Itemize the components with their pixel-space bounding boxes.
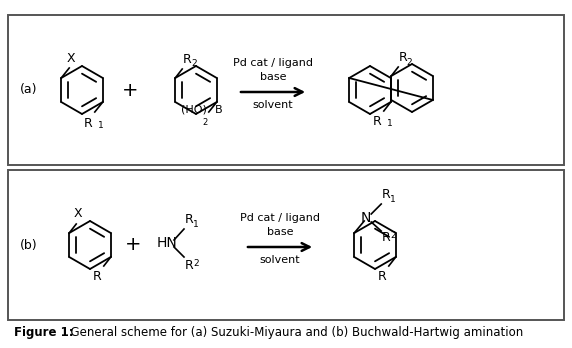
Text: 2: 2 xyxy=(203,118,208,127)
Text: base: base xyxy=(260,72,286,82)
Text: R: R xyxy=(185,259,194,272)
Text: R: R xyxy=(382,188,391,201)
Text: 1: 1 xyxy=(387,119,392,128)
Text: R: R xyxy=(183,53,192,66)
Text: HN: HN xyxy=(157,236,178,250)
Text: 1: 1 xyxy=(193,220,198,229)
Text: R: R xyxy=(185,213,194,226)
Text: General scheme for (a) Suzuki-Miyaura and (b) Buchwald-Hartwig amination: General scheme for (a) Suzuki-Miyaura an… xyxy=(63,326,523,339)
Bar xyxy=(8,170,564,320)
Text: B: B xyxy=(214,105,223,115)
Text: R: R xyxy=(93,270,102,283)
Bar xyxy=(8,15,564,165)
Text: R: R xyxy=(84,117,93,130)
Text: +: + xyxy=(125,236,141,254)
Text: R: R xyxy=(373,115,382,128)
Text: N: N xyxy=(361,211,371,225)
Text: 1: 1 xyxy=(98,121,104,130)
Text: Pd cat / ligand: Pd cat / ligand xyxy=(240,213,320,223)
Text: R: R xyxy=(382,231,391,244)
Text: (a): (a) xyxy=(20,84,38,96)
Text: (HO): (HO) xyxy=(181,105,207,115)
Text: 2: 2 xyxy=(406,58,412,67)
Text: solvent: solvent xyxy=(253,100,293,110)
Text: X: X xyxy=(67,52,76,65)
Text: X: X xyxy=(74,207,82,220)
Text: Figure 1:: Figure 1: xyxy=(14,326,74,339)
Text: 2: 2 xyxy=(390,231,396,240)
Text: R: R xyxy=(378,270,387,283)
Text: R: R xyxy=(399,51,408,64)
Text: 1: 1 xyxy=(390,195,396,204)
Text: solvent: solvent xyxy=(260,255,300,265)
Text: 2: 2 xyxy=(191,59,197,68)
Text: Pd cat / ligand: Pd cat / ligand xyxy=(233,58,313,68)
Text: +: + xyxy=(122,80,138,100)
Text: base: base xyxy=(267,227,293,237)
Text: 2: 2 xyxy=(193,259,198,268)
Text: (b): (b) xyxy=(20,238,38,252)
